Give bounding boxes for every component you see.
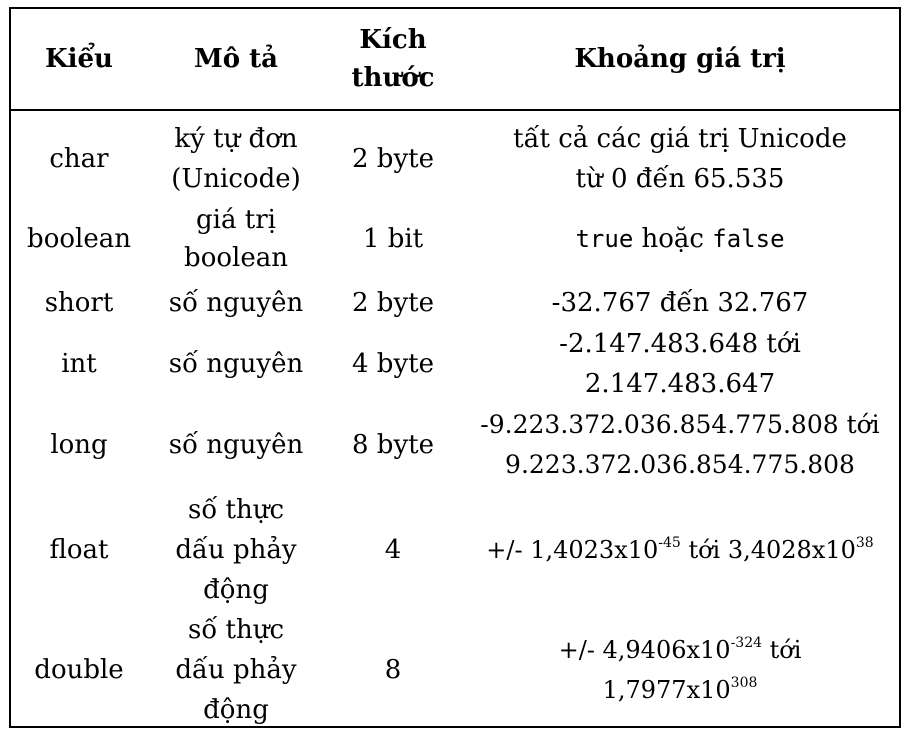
cell-description: số nguyên <box>168 349 304 379</box>
cell-type: boolean <box>27 224 131 254</box>
header-range: Khoảng giá trị <box>574 44 786 74</box>
table-row: short số nguyên 2 byte -32.767 đến 32.76… <box>11 281 899 325</box>
cell-range: -32.767 đến 32.767 <box>551 288 809 318</box>
cell-range: tất cả các giá trị Unicode từ 0 đến 65.5… <box>513 124 847 194</box>
cell-type: int <box>61 349 97 379</box>
cell-type: char <box>49 144 109 174</box>
cell-description: số thực dấu phảy động <box>175 615 297 725</box>
cell-range: +/- 4,9406x10-324 tới 1,7977x10308 <box>558 635 802 704</box>
table-row: boolean giá trị boolean 1 bit true hoặc … <box>11 199 899 279</box>
cell-type: double <box>34 655 124 685</box>
cell-range: -2.147.483.648 tới 2.147.483.647 <box>559 329 801 399</box>
cell-description: số nguyên <box>168 288 304 318</box>
cell-description: giá trị boolean <box>184 205 288 273</box>
header-size: Kích thước <box>351 25 435 93</box>
cell-size: 8 byte <box>352 430 434 460</box>
cell-description: ký tự đơn (Unicode) <box>171 124 301 194</box>
table-header-row: Kiểu Mô tả Kích thước Khoảng giá trị <box>11 9 899 111</box>
cell-range: -9.223.372.036.854.775.808 tới 9.223.372… <box>480 410 880 479</box>
table-row: int số nguyên 4 byte -2.147.483.648 tới … <box>11 323 899 405</box>
cell-type: float <box>49 535 109 565</box>
cell-size: 2 byte <box>352 288 434 318</box>
cell-description: số nguyên <box>168 430 304 460</box>
header-type: Kiểu <box>45 44 113 74</box>
header-description: Mô tả <box>193 44 279 74</box>
table-row: long số nguyên 8 byte -9.223.372.036.854… <box>11 404 899 486</box>
cell-type: short <box>44 288 114 318</box>
cell-size: 4 byte <box>352 349 434 379</box>
table-row: char ký tự đơn (Unicode) 2 byte tất cả c… <box>11 117 899 201</box>
cell-range: true hoặc false <box>575 224 785 254</box>
cell-range: +/- 1,4023x10-45 tới 3,4028x1038 <box>486 535 874 564</box>
cell-size: 2 byte <box>352 144 434 174</box>
data-types-table: Kiểu Mô tả Kích thước Khoảng giá trị cha… <box>9 7 901 728</box>
cell-description: số thực dấu phảy động <box>175 495 297 605</box>
cell-size: 8 <box>384 655 402 685</box>
cell-type: long <box>50 430 108 460</box>
cell-size: 1 bit <box>362 224 424 254</box>
table-row: float số thực dấu phảy động 4 +/- 1,4023… <box>11 489 899 611</box>
table-row: double số thực dấu phảy động 8 +/- 4,940… <box>11 612 899 728</box>
cell-size: 4 <box>384 535 402 565</box>
